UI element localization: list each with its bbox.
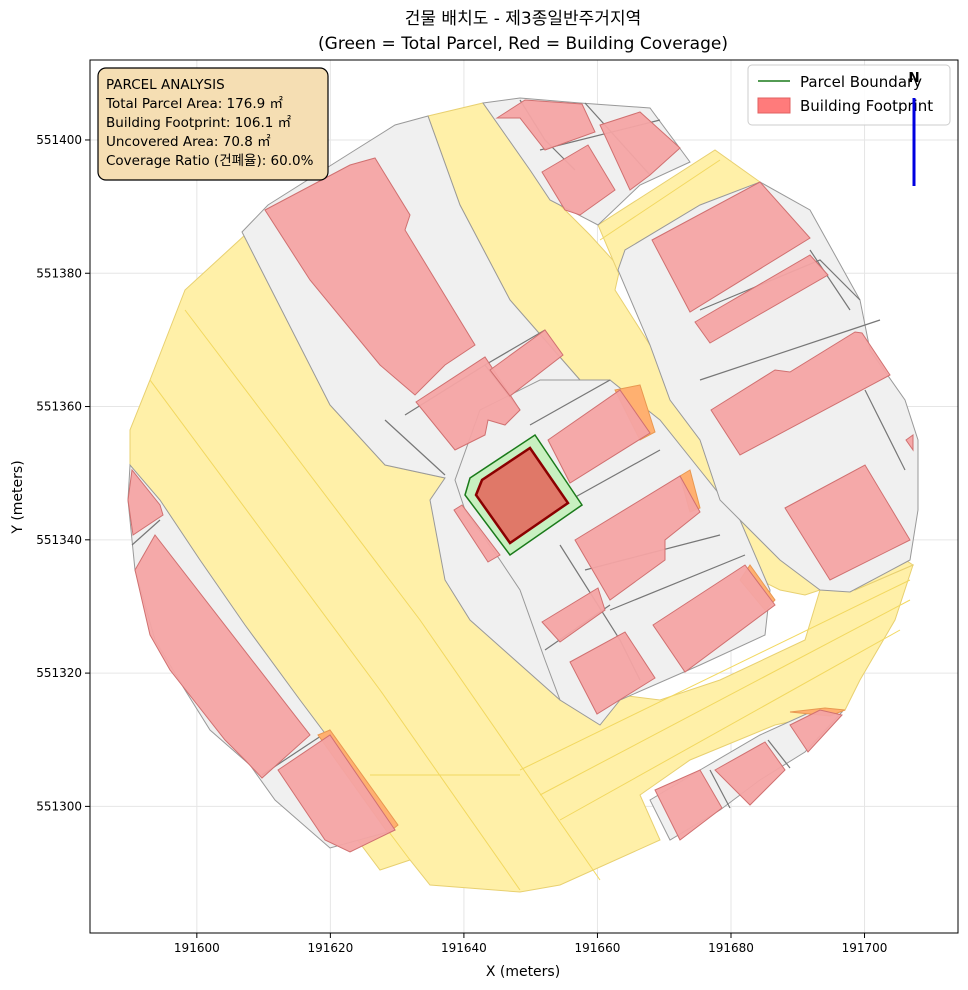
info-coverage: Coverage Ratio (건폐율): 60.0% [106, 153, 314, 169]
x-tick-label: 191700 [842, 941, 888, 955]
building [694, 254, 829, 344]
chart-title-line2: (Green = Total Parcel, Red = Building Co… [318, 34, 728, 54]
legend-building-label: Building Footprint [800, 97, 933, 115]
building [541, 144, 616, 216]
map-layer [127, 97, 919, 893]
building [264, 157, 476, 396]
building [652, 564, 776, 673]
x-axis-ticks: 191600 191620 191640 191660 191680 191700 [174, 933, 888, 955]
y-tick-label: 551320 [36, 666, 82, 680]
y-axis-label: Y (meters) [10, 460, 26, 534]
building [789, 709, 843, 753]
building [599, 111, 681, 191]
building [569, 631, 656, 715]
chart-title-line1: 건물 배치도 - 제3종일반주거지역 [405, 9, 641, 29]
info-building-footprint: Building Footprint: 106.1 ㎡ [106, 115, 292, 131]
building [541, 587, 606, 643]
info-uncovered: Uncovered Area: 70.8 ㎡ [106, 134, 271, 150]
x-tick-label: 191640 [441, 941, 487, 955]
y-tick-label: 551400 [36, 133, 82, 147]
building [651, 181, 811, 313]
target-building [474, 446, 570, 545]
building-footprints [127, 99, 914, 853]
x-tick-label: 191620 [307, 941, 353, 955]
building [453, 504, 501, 563]
north-arrow: N [908, 70, 920, 186]
building [547, 389, 651, 484]
building [489, 329, 564, 397]
building [905, 434, 914, 452]
x-tick-label: 191600 [174, 941, 220, 955]
info-total-parcel: Total Parcel Area: 176.9 ㎡ [105, 96, 283, 112]
building [784, 464, 911, 581]
building [134, 534, 311, 779]
building [495, 99, 596, 151]
building [127, 468, 164, 536]
x-axis-label: X (meters) [486, 964, 560, 980]
legend: Parcel Boundary Building Footprint [747, 64, 951, 126]
building [654, 769, 723, 841]
y-tick-label: 551380 [36, 266, 82, 280]
info-heading: PARCEL ANALYSIS [106, 77, 225, 93]
y-tick-label: 551300 [36, 799, 82, 813]
y-axis-ticks: 551300 551320 551340 551360 551380 551400 [36, 133, 90, 813]
north-label: N [908, 70, 919, 86]
building [714, 741, 786, 806]
legend-parcel-label: Parcel Boundary [800, 73, 922, 91]
building [710, 331, 891, 456]
building [574, 475, 701, 601]
y-tick-label: 551340 [36, 533, 82, 547]
legend-building-swatch [757, 97, 791, 114]
building [415, 356, 521, 451]
x-tick-label: 191660 [575, 941, 621, 955]
x-tick-label: 191680 [708, 941, 754, 955]
building [277, 734, 396, 853]
parcel-analysis-box: PARCEL ANALYSIS Total Parcel Area: 176.9… [97, 67, 329, 181]
plot-frame [89, 59, 959, 934]
y-tick-label: 551360 [36, 400, 82, 414]
